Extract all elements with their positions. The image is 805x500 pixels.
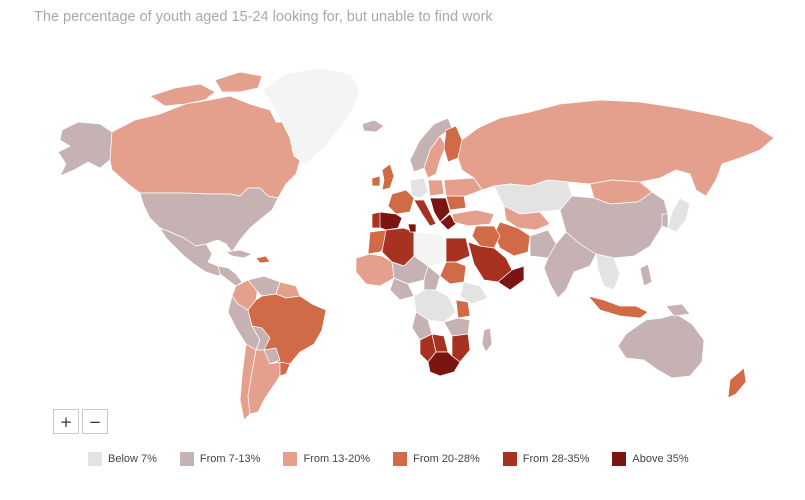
country-central-america[interactable] xyxy=(217,265,243,287)
legend-swatch xyxy=(283,452,298,466)
plus-icon: + xyxy=(59,412,73,431)
map-legend: Below 7% From 7-13% From 13-20% From 20-… xyxy=(88,452,712,466)
country-tanzania[interactable] xyxy=(443,317,471,337)
country-indochina[interactable] xyxy=(595,253,621,291)
zoom-controls: + − xyxy=(53,409,108,434)
country-balkans[interactable] xyxy=(429,197,451,223)
country-philippines[interactable] xyxy=(639,263,653,287)
legend-swatch xyxy=(612,452,627,466)
country-ireland[interactable] xyxy=(371,175,381,187)
zoom-out-button[interactable]: − xyxy=(82,409,108,434)
country-ukraine[interactable] xyxy=(443,177,483,197)
legend-label: From 28-35% xyxy=(522,453,590,465)
country-papua[interactable] xyxy=(665,303,691,317)
country-usa[interactable] xyxy=(139,187,279,253)
country-uk[interactable] xyxy=(381,163,395,191)
country-new-zealand[interactable] xyxy=(727,367,747,399)
legend-label: From 13-20% xyxy=(303,453,371,465)
country-indonesia[interactable] xyxy=(587,295,649,319)
legend-label: Above 35% xyxy=(632,453,689,465)
country-france[interactable] xyxy=(387,189,415,215)
country-kenya[interactable] xyxy=(455,299,471,319)
legend-item-28-35[interactable]: From 28-35% xyxy=(502,452,590,466)
country-horn[interactable] xyxy=(459,281,489,305)
country-mozambique[interactable] xyxy=(451,333,471,363)
country-italy[interactable] xyxy=(413,199,437,227)
country-yemen-oman[interactable] xyxy=(497,265,525,291)
country-sweden[interactable] xyxy=(423,135,447,179)
country-hispaniola[interactable] xyxy=(255,255,271,264)
country-canada[interactable] xyxy=(109,95,301,199)
country-nigeria[interactable] xyxy=(389,277,415,301)
country-portugal[interactable] xyxy=(371,211,381,229)
legend-item-7-13[interactable]: From 7-13% xyxy=(179,452,261,466)
country-turkey[interactable] xyxy=(451,209,495,227)
legend-swatch xyxy=(88,452,102,466)
country-west-africa[interactable] xyxy=(355,253,395,287)
legend-swatch xyxy=(502,452,517,466)
country-iceland[interactable] xyxy=(361,119,385,133)
country-cuba[interactable] xyxy=(225,249,253,259)
country-poland[interactable] xyxy=(427,179,445,197)
country-uruguay[interactable] xyxy=(279,361,291,377)
legend-item-below-7[interactable]: Below 7% xyxy=(88,452,157,466)
country-canada-islands-2[interactable] xyxy=(214,71,263,93)
minus-icon: − xyxy=(88,412,102,431)
legend-swatch xyxy=(179,452,194,466)
country-argentina[interactable] xyxy=(247,349,281,415)
legend-item-13-20[interactable]: From 13-20% xyxy=(283,452,370,466)
country-tunisia[interactable] xyxy=(407,223,417,233)
country-india[interactable] xyxy=(543,231,597,299)
country-canada-islands[interactable] xyxy=(149,83,216,107)
country-alaska[interactable] xyxy=(57,121,113,177)
legend-swatch xyxy=(393,452,408,466)
legend-item-above-35[interactable]: Above 35% xyxy=(612,452,689,466)
zoom-in-button[interactable]: + xyxy=(53,409,79,434)
country-egypt[interactable] xyxy=(445,237,471,263)
country-central-asia[interactable] xyxy=(503,205,551,231)
country-australia[interactable] xyxy=(617,313,705,379)
country-korea[interactable] xyxy=(661,213,669,229)
legend-label: From 7-13% xyxy=(199,453,261,465)
legend-item-20-28[interactable]: From 20-28% xyxy=(393,452,480,466)
country-japan[interactable] xyxy=(667,197,691,233)
country-germany[interactable] xyxy=(409,177,429,199)
legend-label: From 20-28% xyxy=(413,453,480,465)
legend-label: Below 7% xyxy=(108,453,157,465)
country-greenland[interactable] xyxy=(261,67,361,165)
country-greece[interactable] xyxy=(439,213,457,231)
country-south-africa[interactable] xyxy=(427,351,461,377)
map-title: The percentage of youth aged 15-24 looki… xyxy=(34,9,493,25)
country-madagascar[interactable] xyxy=(481,327,493,353)
country-sudan[interactable] xyxy=(439,261,467,285)
